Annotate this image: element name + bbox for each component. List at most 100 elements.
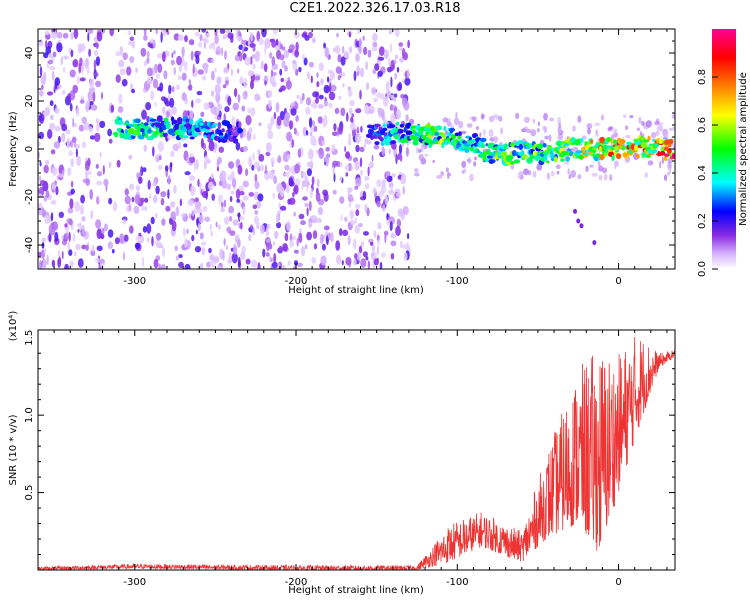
noise-cell	[295, 41, 299, 52]
noise-cell	[214, 67, 217, 73]
noise-cell	[191, 234, 195, 242]
ridge-cell	[565, 156, 570, 162]
noise-cell	[216, 106, 220, 116]
noise-cell	[248, 156, 252, 168]
noise-cell	[233, 87, 238, 98]
noise-cell	[254, 210, 259, 215]
noise-cell	[224, 50, 227, 60]
noise-cell	[217, 121, 222, 130]
noise-cell	[378, 46, 385, 56]
noise-cell	[58, 256, 61, 265]
ridge-cell	[414, 131, 419, 137]
ridge-cell	[640, 142, 648, 149]
noise-cell	[126, 66, 132, 76]
noise-cell	[195, 159, 199, 170]
ridge-cell	[457, 135, 462, 140]
noise-cell	[601, 167, 608, 174]
noise-cell	[385, 90, 392, 98]
noise-cell	[67, 241, 70, 252]
noise-cell	[335, 66, 342, 74]
ridge-cell	[112, 131, 119, 136]
noise-cell	[332, 131, 338, 137]
noise-cell	[95, 123, 100, 132]
noise-cell	[164, 165, 169, 172]
noise-cell	[158, 164, 163, 171]
noise-cell	[407, 39, 410, 49]
noise-cell	[268, 99, 272, 109]
noise-cell	[140, 166, 144, 177]
noise-cell	[258, 122, 262, 127]
noise-cell	[265, 142, 272, 153]
ridge-cell	[232, 132, 240, 137]
noise-cell	[661, 156, 664, 165]
noise-cell	[254, 180, 260, 190]
noise-cell	[142, 167, 147, 173]
ridge-cell	[204, 121, 208, 125]
noise-cell	[242, 180, 249, 188]
noise-cell	[366, 207, 370, 217]
noise-cell	[181, 72, 187, 81]
noise-cell	[278, 245, 283, 253]
ridge-cell	[149, 118, 157, 122]
ridge-cell	[613, 146, 620, 151]
ridge-cell	[193, 132, 199, 137]
ridge-cell	[547, 148, 553, 152]
noise-cell	[292, 191, 295, 198]
noise-cell	[402, 78, 405, 84]
noise-cell	[293, 249, 299, 254]
noise-cell	[401, 97, 408, 107]
noise-cell	[68, 249, 73, 256]
noise-cell	[362, 35, 365, 41]
noise-cell	[320, 255, 327, 266]
noise-cell	[78, 124, 85, 132]
noise-cell	[383, 49, 389, 60]
noise-cell	[230, 190, 235, 195]
noise-cell	[356, 71, 360, 77]
ridge-cell	[153, 130, 160, 136]
noise-cell	[312, 230, 318, 240]
noise-cell	[273, 252, 277, 264]
noise-cell	[77, 43, 83, 54]
noise-cell	[152, 78, 159, 89]
noise-cell	[41, 84, 44, 91]
snr-scale-label: (x10⁴)	[8, 311, 19, 342]
noise-cell	[396, 66, 400, 73]
ridge-cell	[185, 118, 190, 122]
noise-cell	[50, 114, 54, 121]
ridge-cell	[415, 136, 420, 142]
y-tick-label: 1.5	[24, 330, 35, 346]
colorbar-tick-label: 0.8	[697, 69, 708, 85]
noise-cell	[370, 251, 377, 259]
noise-cell	[58, 173, 64, 178]
noise-cell	[95, 56, 101, 66]
ridge-cell	[521, 154, 528, 160]
y-tick-label: -20	[24, 189, 35, 205]
y-tick-label: -40	[24, 237, 35, 253]
noise-cell	[223, 238, 226, 246]
noise-cell	[332, 189, 337, 195]
noise-cell	[390, 113, 396, 124]
noise-cell	[400, 94, 405, 99]
noise-cell	[225, 245, 229, 251]
noise-cell	[270, 75, 273, 84]
ridge-cell	[606, 137, 612, 143]
noise-cell	[377, 239, 380, 247]
noise-cell	[218, 194, 223, 204]
noise-cell	[536, 163, 543, 171]
noise-cell	[277, 210, 282, 215]
noise-cell	[342, 83, 345, 88]
noise-cell	[203, 42, 206, 49]
ridge-cell	[136, 125, 142, 133]
noise-cell	[73, 29, 79, 39]
ridge-cell	[602, 144, 609, 150]
noise-cell	[208, 140, 215, 152]
noise-cell	[161, 246, 166, 258]
noise-cell	[420, 144, 424, 152]
ridge-cell	[366, 124, 373, 129]
noise-cell	[323, 225, 330, 231]
ridge-cell	[518, 143, 524, 150]
noise-cell	[221, 201, 224, 208]
noise-cell	[260, 60, 264, 70]
noise-cell	[279, 205, 287, 211]
noise-cell	[289, 181, 295, 187]
